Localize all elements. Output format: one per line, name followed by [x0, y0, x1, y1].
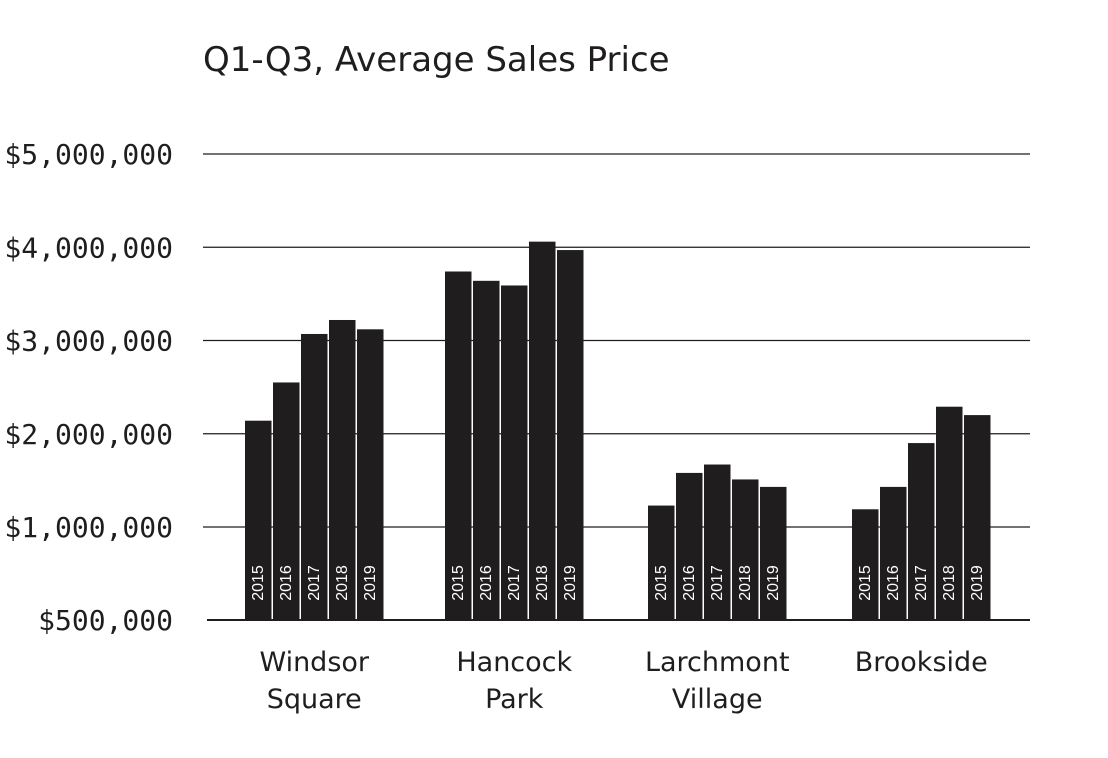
bar-year-label: 2019 [765, 565, 782, 601]
bar-year-label: 2016 [885, 565, 902, 601]
bar-2018 [732, 479, 759, 620]
bar-2015 [648, 505, 675, 620]
bar-year-label: 2015 [653, 565, 670, 601]
bar-year-label: 2016 [478, 565, 495, 601]
bar-2017 [908, 443, 935, 620]
x-category-label: Square [267, 684, 362, 715]
bar-2018 [329, 319, 356, 620]
bar-2015 [445, 271, 472, 620]
bar-2018 [936, 406, 963, 620]
bar-2018 [529, 241, 556, 620]
bar-year-label: 2017 [913, 565, 930, 601]
y-tick-label: $2,000,000 [4, 418, 173, 451]
bar-year-label: 2018 [737, 565, 754, 601]
bars: 2015 2016 2017 2018 2019 2015 2016 2017 2018 2019… [245, 241, 991, 621]
bar-year-label: 2016 [681, 565, 698, 601]
bar-year-label: 2015 [857, 565, 874, 601]
bar-2016 [473, 280, 500, 620]
bar-year-label: 2016 [278, 565, 295, 601]
bar-year-label: 2015 [450, 565, 467, 601]
bar-year-label: 2019 [562, 565, 579, 601]
y-tick-label: $4,000,000 [4, 231, 173, 264]
y-axis-tick-labels: $500,000 $1,000,000 $2,000,000 $3,000,000 $4… [4, 138, 173, 637]
bar-year-label: 2015 [250, 565, 267, 601]
y-tick-label: $500,000 [38, 604, 173, 637]
bar-2015 [245, 420, 272, 620]
bar-2019 [357, 329, 384, 620]
bar-2019 [964, 415, 991, 620]
bar-2019 [557, 250, 584, 621]
x-axis-category-labels: Windsor Square Hancock Park Larchmont Village… [259, 647, 987, 715]
x-category-label: Park [485, 684, 544, 715]
bar-year-label: 2017 [709, 565, 726, 601]
x-category-label: Village [672, 684, 763, 715]
x-category-label: Brookside [855, 647, 988, 678]
bar-2016 [273, 382, 300, 620]
bar-year-label: 2018 [941, 565, 958, 601]
bar-2017 [501, 285, 528, 620]
y-tick-label: $5,000,000 [4, 138, 173, 171]
bar-year-label: 2019 [969, 565, 986, 601]
x-category-label: Hancock [456, 647, 572, 678]
bar-2017 [301, 333, 328, 620]
bar-2015 [852, 509, 879, 620]
y-tick-label: $1,000,000 [4, 511, 173, 544]
y-tick-label: $3,000,000 [4, 325, 173, 358]
chart-title: Q1-Q3, Average Sales Price [203, 40, 670, 80]
bar-2017 [704, 464, 731, 620]
bar-2019 [760, 486, 787, 620]
bar-year-label: 2017 [306, 565, 323, 601]
bar-year-label: 2018 [534, 565, 551, 601]
x-category-label: Larchmont [645, 647, 790, 678]
bar-year-label: 2018 [334, 565, 351, 601]
bar-year-label: 2017 [506, 565, 523, 601]
x-category-label: Windsor [259, 647, 369, 678]
bar-year-label: 2019 [362, 565, 379, 601]
bar-2016 [676, 472, 703, 620]
bar-2016 [880, 486, 907, 620]
